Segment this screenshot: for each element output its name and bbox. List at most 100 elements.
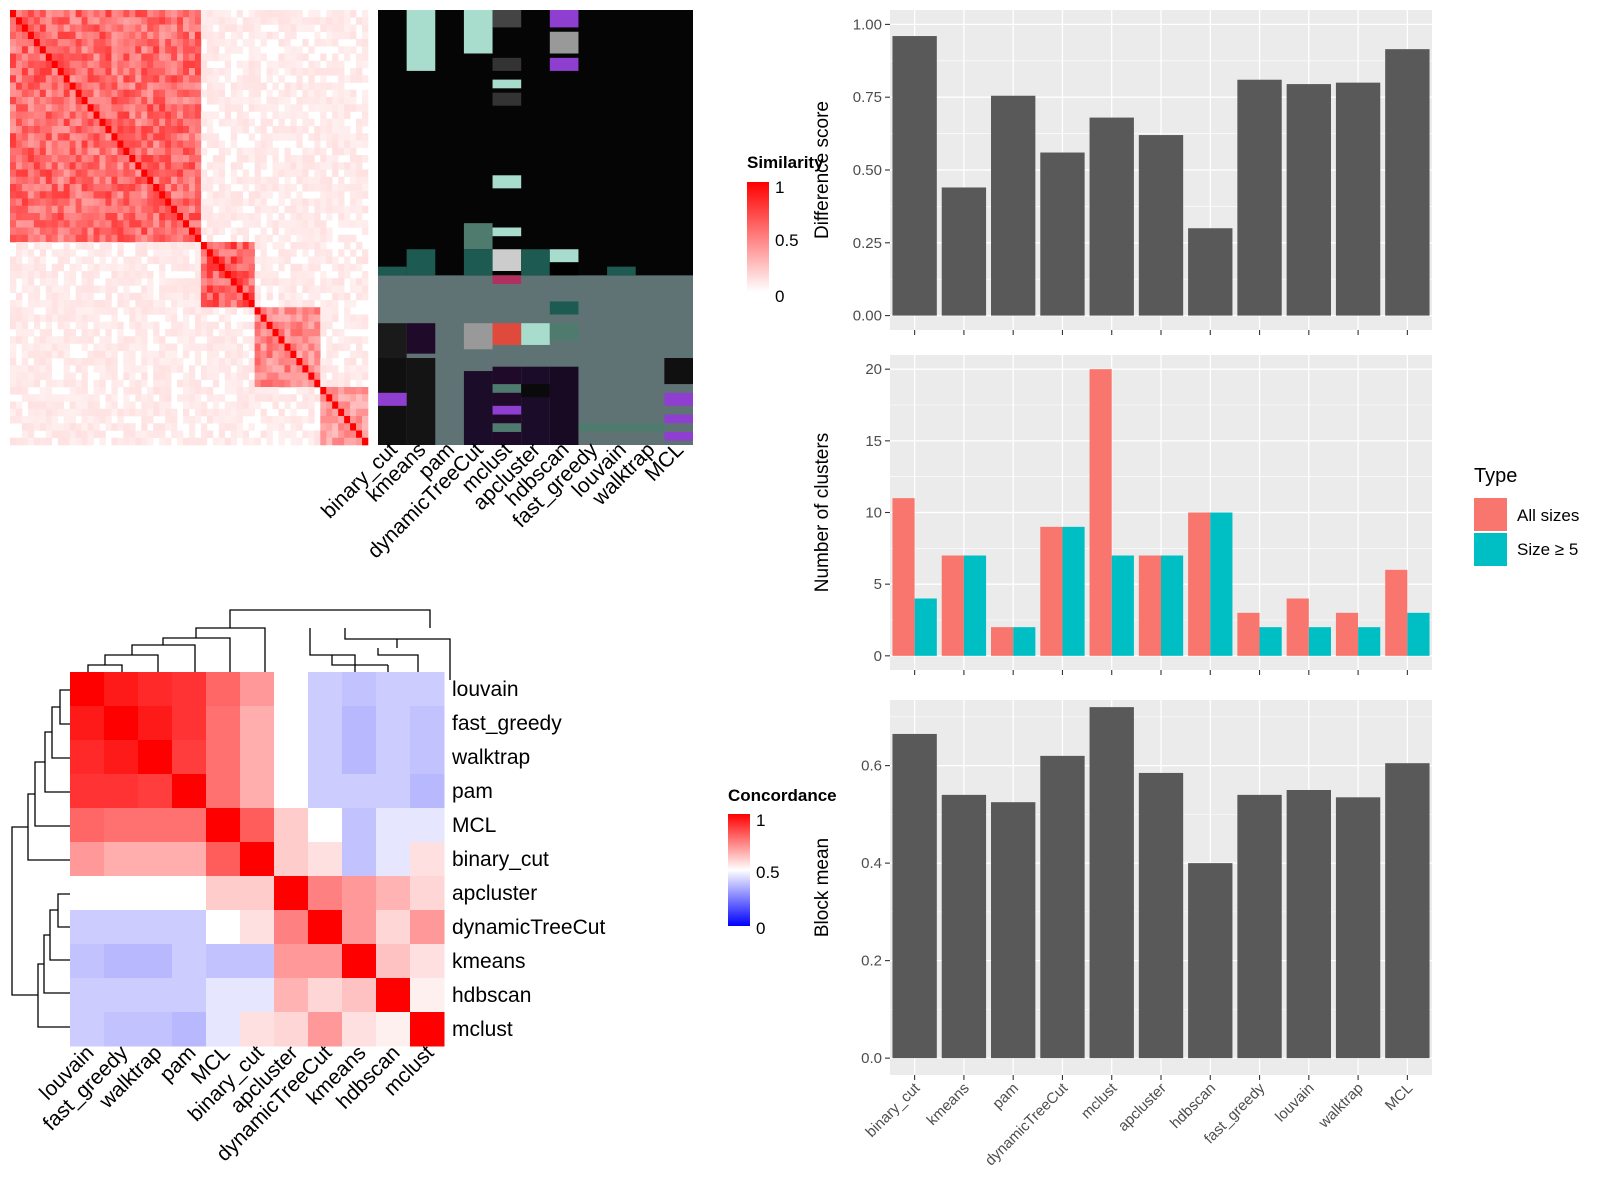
similarity-cell	[87, 416, 94, 424]
similarity-cell	[248, 408, 255, 417]
similarity-cell	[63, 46, 70, 54]
similarity-cell	[135, 126, 142, 134]
similarity-cell	[242, 176, 249, 185]
similarity-cell	[39, 31, 47, 40]
similarity-cell	[105, 46, 112, 54]
similarity-cell	[362, 24, 369, 33]
similarity-cell	[248, 256, 255, 265]
similarity-cell	[260, 408, 267, 417]
similarity-cell	[45, 213, 53, 221]
similarity-cell	[183, 75, 190, 83]
similarity-cell	[27, 75, 35, 83]
similarity-cell	[290, 118, 297, 127]
similarity-cell	[248, 307, 255, 315]
similarity-cell	[27, 82, 35, 91]
similarity-cell	[302, 372, 309, 381]
similarity-cell	[224, 104, 232, 112]
concordance-cell	[206, 808, 241, 843]
similarity-cell	[272, 379, 279, 388]
similarity-cell	[218, 17, 226, 25]
similarity-cell	[350, 97, 357, 105]
similarity-cell	[171, 111, 178, 120]
similarity-cell	[218, 343, 226, 352]
similarity-cell	[248, 336, 255, 344]
similarity-cell	[51, 97, 59, 105]
concordance-cell	[274, 876, 309, 911]
similarity-cell	[260, 39, 267, 47]
similarity-cell	[344, 314, 351, 323]
similarity-cell	[81, 292, 88, 301]
similarity-cell	[320, 256, 327, 265]
similarity-cell	[147, 53, 154, 62]
similarity-cell	[308, 437, 315, 446]
similarity-cell	[248, 271, 255, 279]
similarity-cell	[75, 256, 82, 265]
similarity-cell	[93, 379, 100, 388]
similarity-cell	[254, 336, 261, 344]
similarity-cell	[362, 416, 369, 424]
concordance-cell	[342, 706, 377, 741]
similarity-cell	[308, 329, 315, 337]
similarity-cell	[242, 321, 249, 330]
similarity-cell	[248, 39, 255, 47]
similarity-cell	[39, 249, 47, 257]
similarity-cell	[296, 176, 303, 185]
similarity-cell	[75, 162, 82, 170]
similarity-cell	[350, 321, 357, 330]
similarity-cell	[194, 53, 202, 62]
similarity-cell	[218, 24, 226, 33]
similarity-cell	[212, 249, 220, 257]
similarity-cell	[194, 162, 202, 170]
similarity-cell	[81, 358, 88, 366]
similarity-cell	[111, 140, 118, 149]
similarity-cell	[159, 379, 166, 388]
similarity-cell	[183, 10, 190, 18]
similarity-cell	[33, 53, 41, 62]
similarity-cell	[260, 198, 267, 207]
similarity-cell	[278, 292, 285, 301]
similarity-cell	[236, 263, 243, 272]
similarity-cell	[171, 60, 178, 69]
similarity-cell	[350, 46, 357, 54]
bar-all-sizes	[1188, 512, 1211, 656]
similarity-cell	[21, 234, 29, 243]
similarity-cell	[141, 46, 148, 54]
similarity-cell	[296, 416, 303, 424]
similarity-cell	[159, 387, 166, 395]
similarity-cell	[159, 256, 166, 265]
membership-cell	[406, 323, 436, 354]
similarity-cell	[141, 336, 148, 344]
similarity-cell	[224, 300, 232, 308]
similarity-cell	[189, 162, 196, 170]
similarity-cell	[200, 75, 208, 83]
similarity-cell	[183, 39, 190, 47]
membership-cell	[463, 249, 493, 276]
similarity-cell	[21, 39, 29, 47]
similarity-cell	[99, 97, 106, 105]
similarity-cell	[266, 292, 273, 301]
similarity-cell	[129, 220, 136, 228]
similarity-cell	[194, 256, 202, 265]
similarity-cell	[314, 184, 321, 192]
similarity-cell	[141, 423, 148, 431]
similarity-cell	[87, 133, 94, 141]
similarity-cell	[332, 401, 339, 410]
similarity-cell	[230, 97, 238, 105]
concordance-cell	[274, 842, 309, 877]
similarity-cell	[81, 97, 88, 105]
similarity-cell	[350, 68, 357, 76]
similarity-cell	[194, 387, 202, 395]
similarity-cell	[189, 394, 196, 402]
similarity-cell	[344, 423, 351, 431]
similarity-cell	[314, 198, 321, 207]
similarity-cell	[69, 17, 76, 25]
similarity-cell	[99, 437, 106, 446]
similarity-cell	[338, 234, 345, 243]
similarity-cell	[242, 350, 249, 359]
similarity-cell	[171, 147, 178, 156]
similarity-cell	[177, 68, 184, 76]
similarity-cell	[159, 263, 166, 272]
similarity-cell	[21, 329, 29, 337]
similarity-cell	[212, 140, 220, 149]
similarity-cell	[230, 437, 238, 446]
